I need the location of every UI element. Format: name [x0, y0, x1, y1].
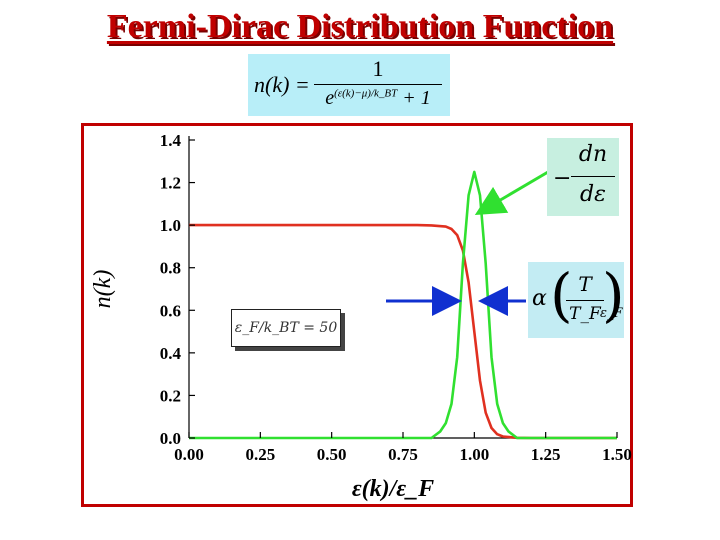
formula-den-tail: + 1 — [402, 87, 431, 109]
width-annotation: α ( T T_F ) ε_F — [528, 261, 625, 338]
derivative-arrow — [474, 170, 549, 216]
derivative-minus: − — [553, 166, 572, 191]
y-tick-label: 0.4 — [160, 344, 182, 363]
y-tick-label: 1.0 — [160, 216, 181, 235]
width-frac-top: T — [578, 272, 592, 296]
y-tick-label: 0.6 — [160, 301, 181, 320]
y-tick-label: 1.4 — [160, 131, 182, 150]
fraction-bar — [314, 84, 442, 85]
chart-ticks: 0.0 0.2 0.4 0.6 0.8 1.0 1.2 1.4 0.00 0.25 0.50 0.75… — [160, 131, 632, 464]
y-tick-label: 0.2 — [160, 386, 181, 405]
formula-fraction: 1 e(ε(k)−μ)/k_BT + 1 — [310, 56, 446, 110]
chart-series — [189, 170, 617, 440]
derivative-curve — [189, 170, 617, 440]
x-tick-label: 0.00 — [174, 445, 204, 464]
x-tick-label: 1.50 — [602, 445, 632, 464]
y-axis-label: n(k) — [90, 270, 116, 309]
slide-title: Fermi-Dirac Distribution Function — [106, 8, 614, 45]
annotation-arrows — [386, 170, 549, 316]
formula-exp-base: e — [325, 87, 335, 109]
x-tick-label: 0.50 — [317, 445, 347, 464]
right-paren: ) — [602, 261, 625, 329]
fermi-dirac-curve — [189, 223, 617, 440]
x-axis-label: ε(k)/ε_F — [352, 476, 434, 502]
x-tick-label: 1.25 — [531, 445, 561, 464]
width-frac-bottom: T_F — [569, 304, 601, 324]
y-tick-label: 0.0 — [160, 429, 181, 448]
x-tick-label: 1.00 — [459, 445, 489, 464]
derivative-top: dn — [578, 142, 608, 167]
x-tick-label: 0.75 — [388, 445, 418, 464]
formula-lhs: n(k) = — [254, 72, 310, 97]
formula-denominator: e(ε(k)−μ)/k_BT + 1 — [310, 87, 446, 110]
width-eps: ε_F — [600, 306, 623, 321]
x-tick-label: 0.25 — [245, 445, 275, 464]
parameter-box: ε_F/k_BT = 50 — [231, 309, 341, 347]
alpha-symbol: α — [532, 286, 547, 311]
width-frac-bar — [566, 300, 604, 301]
chart-labels: n(k) ε(k)/ε_F — [90, 270, 434, 502]
fermi-dirac-formula: n(k) = 1 e(ε(k)−μ)/k_BT + 1 — [248, 54, 450, 116]
derivative-bar — [571, 176, 615, 177]
y-tick-label: 0.8 — [160, 259, 181, 278]
derivative-annotation: − dn dε — [547, 138, 619, 216]
formula-exponent: (ε(k)−μ)/k_BT — [334, 87, 398, 100]
derivative-bottom: dε — [580, 182, 606, 207]
y-tick-label: 1.2 — [160, 174, 181, 193]
formula-numerator: 1 — [372, 56, 384, 81]
left-paren: ( — [550, 261, 573, 329]
